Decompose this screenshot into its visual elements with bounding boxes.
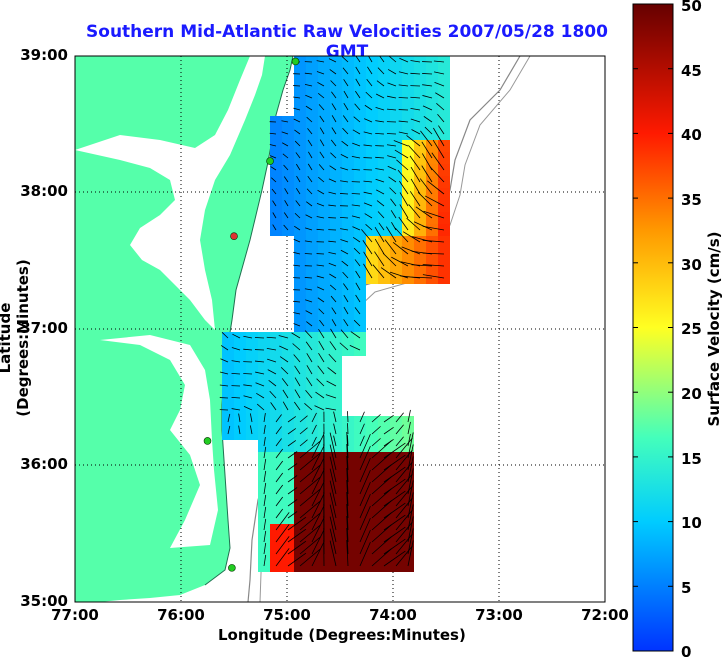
cb-tick-20: 20 <box>681 385 702 403</box>
velocity-vector <box>305 277 312 278</box>
x-tick-75: 75:00 <box>252 606 322 624</box>
station-marker <box>228 564 235 571</box>
x-axis-title: Longitude (Degrees:Minutes) <box>218 626 466 644</box>
y-tick-36: 36:00 <box>8 455 68 473</box>
colorbar <box>633 4 673 651</box>
cb-tick-30: 30 <box>681 256 702 274</box>
x-tick-74: 74:00 <box>358 606 428 624</box>
velocity-vector <box>347 423 348 434</box>
cb-tick-0: 0 <box>681 643 691 661</box>
velocity-vector <box>387 133 396 134</box>
cb-tick-10: 10 <box>681 514 702 532</box>
y-axis-title: Latitude (Degrees:Minutes) <box>0 228 32 448</box>
velocity-vector <box>399 97 408 98</box>
x-tick-77: 77:00 <box>40 606 110 624</box>
cb-tick-35: 35 <box>681 191 702 209</box>
cb-tick-25: 25 <box>681 320 702 338</box>
station-marker <box>292 58 299 65</box>
y-tick-38: 38:00 <box>8 182 68 200</box>
velocity-vector <box>347 411 348 422</box>
x-tick-73: 73:00 <box>464 606 534 624</box>
velocity-vector <box>340 193 348 194</box>
cb-tick-5: 5 <box>681 579 691 597</box>
cb-tick-15: 15 <box>681 450 702 468</box>
cb-tick-40: 40 <box>681 126 702 144</box>
cb-tick-50: 50 <box>681 0 702 15</box>
velocity-vector <box>305 253 312 254</box>
station-marker <box>204 437 211 444</box>
x-tick-72: 72:00 <box>570 606 640 624</box>
station-marker <box>267 158 274 165</box>
colorbar-title: Surface Velocity (cm/s) <box>705 219 723 439</box>
x-tick-76: 76:00 <box>146 606 216 624</box>
velocity-vector <box>243 373 252 374</box>
y-tick-39: 39:00 <box>8 46 68 64</box>
cb-tick-45: 45 <box>681 62 702 80</box>
station-marker <box>231 233 238 240</box>
